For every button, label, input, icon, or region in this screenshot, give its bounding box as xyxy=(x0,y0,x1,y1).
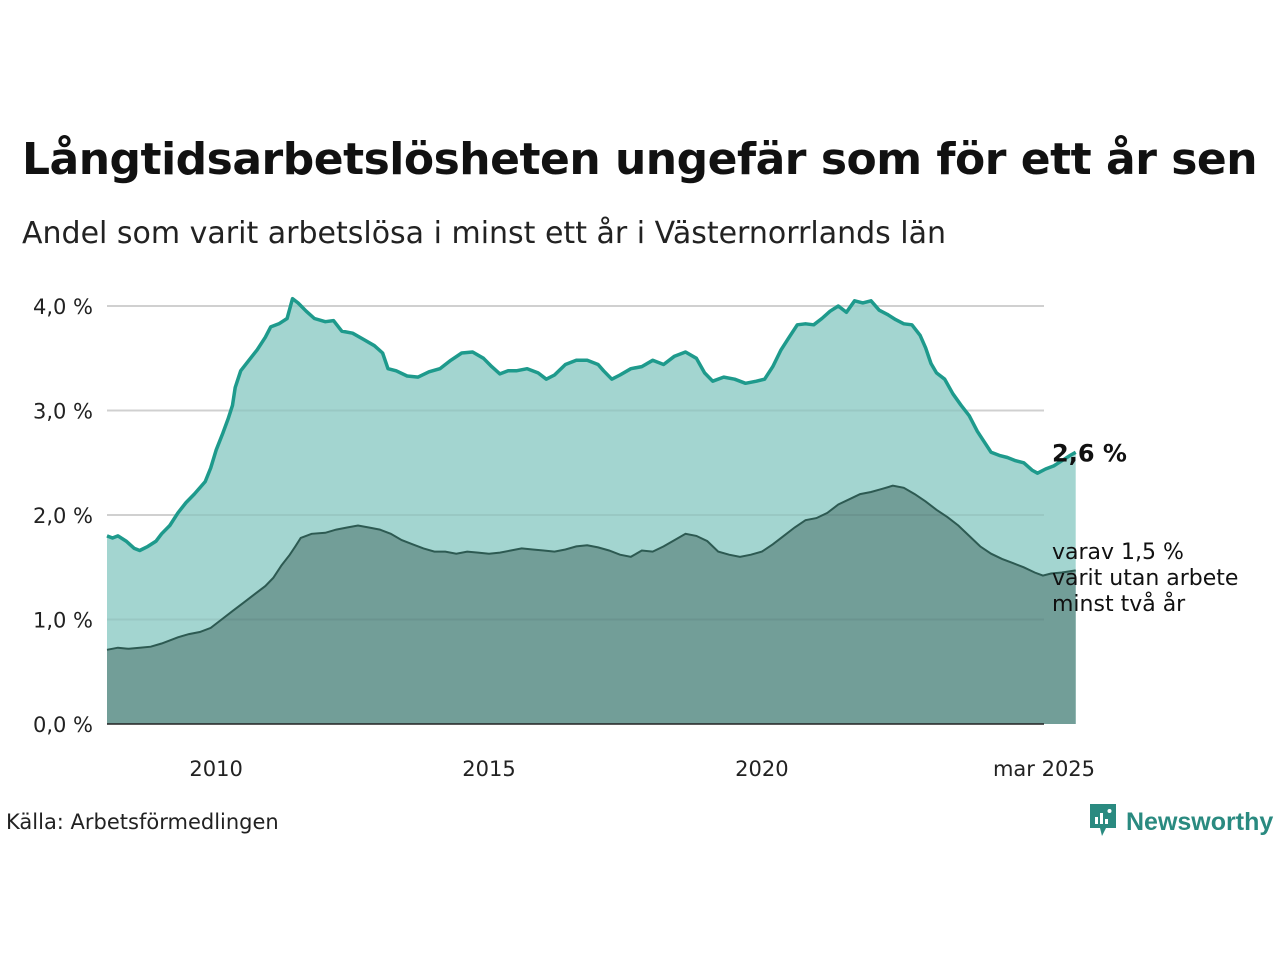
x-tick-label-3: mar 2025 xyxy=(993,757,1095,781)
axis-tick-labels: 0,0 % 1,0 % 2,0 % 3,0 % 4,0 % 2010 2015 2020 mar… xyxy=(33,295,1095,781)
y-tick-label-4: 4,0 % xyxy=(33,295,93,319)
long-term-end-label-1: varit utan arbete xyxy=(1052,566,1238,591)
x-tick-label-1: 2015 xyxy=(462,757,515,781)
area-series xyxy=(106,296,1077,725)
total-line xyxy=(106,296,1077,553)
long-term-end-label-2: minst två år xyxy=(1052,591,1186,617)
newsworthy-icon xyxy=(1088,802,1118,842)
y-tick-label-1: 1,0 % xyxy=(33,609,93,633)
y-tick-label-3: 3,0 % xyxy=(33,400,93,424)
y-tick-label-2: 2,0 % xyxy=(33,504,93,528)
newsworthy-logo[interactable]: Newsworthy xyxy=(1088,804,1273,840)
brand-name: Newsworthy xyxy=(1126,807,1274,836)
y-tick-label-0: 0,0 % xyxy=(33,713,93,737)
source-note: Källa: Arbetsförmedlingen xyxy=(6,810,279,834)
x-tick-label-0: 2010 xyxy=(189,757,242,781)
chart-title: Långtidsarbetslösheten ungefär som för e… xyxy=(22,134,1258,185)
x-tick-label-2: 2020 xyxy=(735,757,788,781)
long-term-area xyxy=(107,485,1076,724)
area-chart: 0,0 % 1,0 % 2,0 % 3,0 % 4,0 % 2010 2015 2020 mar… xyxy=(33,295,1238,781)
long-term-line xyxy=(106,484,1076,651)
chart-subtitle: Andel som varit arbetslösa i minst ett å… xyxy=(22,216,947,251)
total-end-label: 2,6 % xyxy=(1052,439,1127,467)
long-term-end-label-0: varav 1,5 % xyxy=(1052,540,1184,565)
